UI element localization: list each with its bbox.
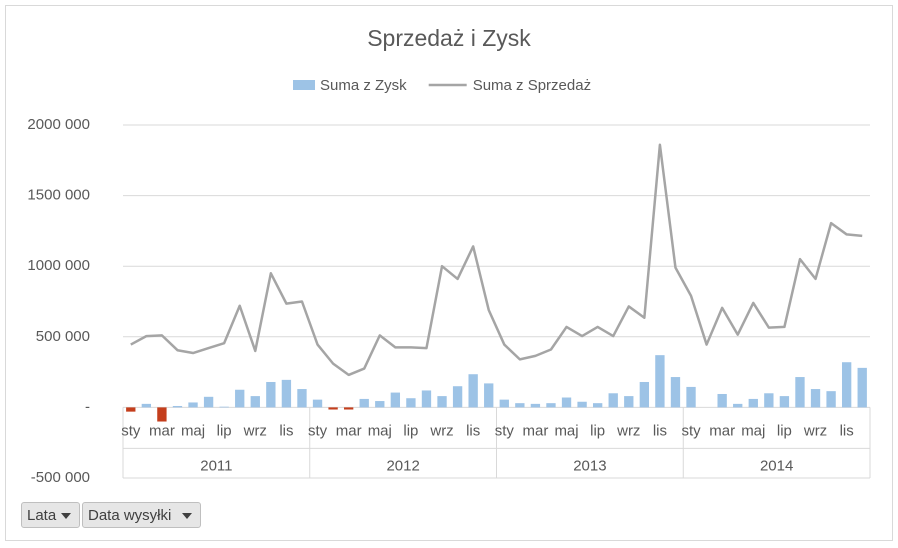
chart-title: Sprzedaż i Zysk xyxy=(367,25,531,51)
x-tick-label: sty xyxy=(121,422,141,439)
bar xyxy=(406,398,416,408)
bar xyxy=(281,379,292,408)
line xyxy=(130,143,863,377)
bar xyxy=(810,389,821,408)
bar xyxy=(546,403,556,408)
bar xyxy=(686,386,696,408)
bar xyxy=(343,407,354,410)
x-tick-label: mar xyxy=(522,422,548,439)
group-label: 2012 xyxy=(386,457,419,474)
bar xyxy=(841,362,852,408)
bar xyxy=(157,407,167,422)
x-tick-label: maj xyxy=(741,422,765,439)
legend-label: Suma z Zysk xyxy=(320,77,407,94)
bar xyxy=(250,396,260,408)
bar xyxy=(219,406,229,408)
y-tick-label: 1500 000 xyxy=(27,187,90,204)
y-tick-label: 2000 000 xyxy=(27,116,90,133)
x-tick-label: wrz xyxy=(243,422,267,439)
bar xyxy=(437,396,447,408)
x-tick-label: lip xyxy=(590,422,605,439)
legend-label: Suma z Sprzedaż xyxy=(473,77,591,94)
bar xyxy=(779,396,790,408)
bar xyxy=(468,374,478,408)
x-tick-label: lis xyxy=(466,422,480,439)
group-label: 2014 xyxy=(760,457,793,474)
x-tick-label: lip xyxy=(403,422,418,439)
bar xyxy=(172,405,183,408)
legend-swatch xyxy=(293,80,315,90)
x-tick-label: sty xyxy=(681,422,701,439)
bar xyxy=(359,398,369,408)
bar xyxy=(748,398,758,408)
bar xyxy=(328,407,338,410)
x-tick-label: maj xyxy=(181,422,205,439)
x-tick-label: wrz xyxy=(803,422,827,439)
bar xyxy=(421,390,432,408)
bar xyxy=(670,377,681,408)
bar xyxy=(141,403,152,408)
x-tick-label: lip xyxy=(777,422,792,439)
field-button[interactable]: Lata xyxy=(21,502,80,528)
y-tick-label: -500 000 xyxy=(31,469,90,486)
x-tick-label: maj xyxy=(554,422,578,439)
x-tick-label: sty xyxy=(308,422,328,439)
bar xyxy=(592,403,603,408)
bar xyxy=(499,399,509,408)
x-tick-label: mar xyxy=(149,422,175,439)
bar xyxy=(826,391,836,408)
bar xyxy=(235,389,245,408)
bar xyxy=(515,403,525,408)
bar xyxy=(857,367,867,408)
bar xyxy=(639,381,650,408)
bar xyxy=(266,381,276,408)
bar xyxy=(484,383,494,408)
bar xyxy=(375,401,385,408)
bar xyxy=(608,393,618,408)
field-button[interactable]: Data wysyłki xyxy=(82,502,201,528)
bar xyxy=(126,407,136,412)
group-label: 2011 xyxy=(200,457,232,474)
x-tick-label: mar xyxy=(709,422,735,439)
y-tick-label: 500 000 xyxy=(36,328,90,345)
bar xyxy=(452,386,463,408)
bar xyxy=(297,389,307,408)
bar xyxy=(577,401,587,408)
x-tick-label: wrz xyxy=(616,422,640,439)
bar xyxy=(390,392,401,408)
bar xyxy=(717,393,727,408)
bar xyxy=(530,403,541,408)
x-tick-label: lis xyxy=(653,422,667,439)
bar xyxy=(733,403,743,408)
bar xyxy=(561,397,572,408)
y-tick-label: - xyxy=(85,398,90,415)
group-label: 2013 xyxy=(573,457,606,474)
x-tick-label: maj xyxy=(368,422,392,439)
x-tick-label: lip xyxy=(217,422,232,439)
y-tick-label: 1000 000 xyxy=(27,257,90,274)
bar xyxy=(795,377,805,408)
bar xyxy=(188,402,198,408)
bar xyxy=(203,396,214,408)
x-tick-label: wrz xyxy=(429,422,453,439)
x-tick-label: sty xyxy=(495,422,515,439)
bar xyxy=(624,396,634,408)
bar xyxy=(655,355,665,408)
x-tick-label: lis xyxy=(840,422,854,439)
bar xyxy=(312,399,323,408)
x-tick-label: mar xyxy=(336,422,362,439)
x-tick-label: lis xyxy=(279,422,293,439)
bar xyxy=(764,393,774,408)
